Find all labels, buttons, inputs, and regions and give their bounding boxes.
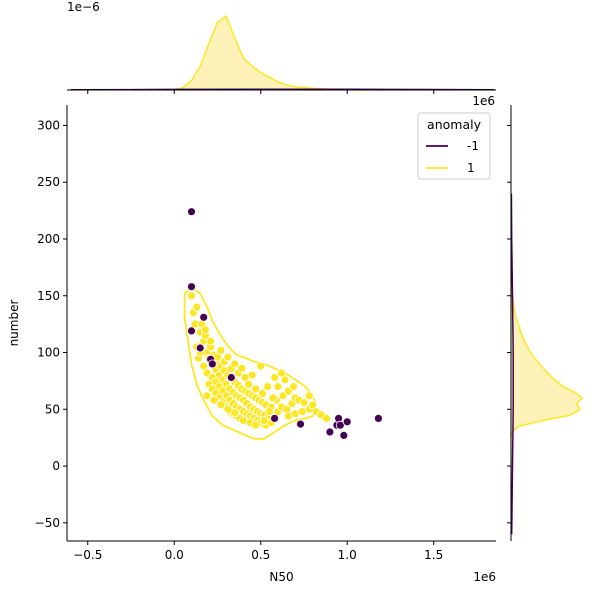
legend-entries: -1 1 xyxy=(426,139,479,175)
top-marginal-ticks xyxy=(87,90,435,94)
scatter-point-normal xyxy=(251,420,261,430)
scatter-point-anomaly xyxy=(187,207,196,217)
scatter-point-normal xyxy=(258,388,267,398)
legend-label: -1 xyxy=(467,139,479,153)
top-marginal-kde xyxy=(70,14,495,91)
y-tick-label: 50 xyxy=(45,402,60,416)
top-kde-line-normal xyxy=(174,14,365,91)
x-tick-label: 1.0 xyxy=(338,548,357,562)
scatter-point-anomaly xyxy=(187,282,196,292)
scatter-point-anomaly xyxy=(195,343,205,353)
scatter-point-normal xyxy=(251,384,261,394)
scatter-point-anomaly xyxy=(339,430,349,440)
top-kde-fill-normal xyxy=(174,16,365,90)
right-marginal-panel: 1e6 xyxy=(472,94,584,541)
x-axis-offset-text: 1e6 xyxy=(473,570,496,584)
scatter-point-normal xyxy=(192,302,202,312)
scatter-point-normal xyxy=(230,359,240,369)
legend: anomaly -1 1 xyxy=(417,112,491,180)
scatter-point-normal xyxy=(304,391,314,401)
scatter-point-normal xyxy=(244,379,254,389)
right-marginal-kde xyxy=(510,193,584,535)
scatter-point-normal xyxy=(322,413,331,423)
legend-title: anomaly xyxy=(427,117,482,132)
scatter-point-normal xyxy=(289,382,299,392)
scatter-point-normal xyxy=(308,400,318,410)
scatter-point-normal xyxy=(206,336,216,346)
legend-label: 1 xyxy=(467,161,475,175)
scatter-point-anomaly xyxy=(325,427,335,437)
scatter-point-anomaly xyxy=(226,373,236,382)
x-tick-label: 1.5 xyxy=(424,548,443,562)
scatter-point-normal xyxy=(237,363,247,373)
scatter-point-normal xyxy=(264,407,274,417)
scatter-point-normal xyxy=(268,393,278,403)
scatter-point-anomaly xyxy=(296,419,305,429)
scatter-point-normal xyxy=(273,382,283,392)
scatter-point-anomaly xyxy=(187,326,196,336)
y-tick-label: 250 xyxy=(37,175,60,189)
x-tick-label: −0.5 xyxy=(73,548,102,562)
main-scatter-points xyxy=(187,207,383,440)
scatter-point-normal xyxy=(280,375,290,385)
x-axis-label: N50 xyxy=(269,570,293,584)
scatter-point-normal xyxy=(199,361,209,371)
scatter-point-anomaly xyxy=(335,420,345,430)
top-marginal-panel: 1e−6 xyxy=(67,0,496,94)
scatter-point-normal xyxy=(263,382,273,392)
scatter-point-normal xyxy=(256,361,266,371)
top-marginal-offset-text: 1e−6 xyxy=(67,0,100,14)
y-tick-label: −50 xyxy=(35,516,60,530)
scatter-point-anomaly xyxy=(342,417,352,427)
right-kde-line-anomaly xyxy=(510,193,514,535)
x-axis-ticks: −0.5 0.0 0.5 1.0 1.5 xyxy=(73,541,443,562)
scatter-point-normal xyxy=(223,352,233,362)
x-tick-label: 0.5 xyxy=(251,548,270,562)
y-axis-ticks: −50 0 50 100 150 200 250 300 xyxy=(35,118,67,530)
right-kde-fill-normal xyxy=(511,284,582,438)
scatter-point-normal xyxy=(259,416,269,426)
legend-box xyxy=(417,112,491,180)
y-tick-label: 300 xyxy=(37,118,60,132)
scatter-point-anomaly xyxy=(207,359,217,369)
scatter-point-normal xyxy=(277,368,286,378)
y-tick-label: 100 xyxy=(37,346,60,360)
scatter-point-normal xyxy=(230,408,240,418)
y-axis-label: number xyxy=(7,300,21,347)
scatter-point-normal xyxy=(299,398,309,407)
right-kde-line-normal xyxy=(510,284,584,438)
scatter-point-anomaly xyxy=(373,413,383,423)
scatter-point-normal xyxy=(209,395,219,405)
scatter-point-normal xyxy=(223,404,233,414)
y-tick-label: 0 xyxy=(52,459,60,473)
scatter-point-normal xyxy=(216,400,226,410)
scatter-point-anomaly xyxy=(199,312,209,322)
y-tick-label: 150 xyxy=(37,289,60,303)
y-tick-label: 200 xyxy=(37,232,60,246)
scatter-point-normal xyxy=(200,325,210,335)
x-tick-label: 0.0 xyxy=(165,548,184,562)
scatter-point-normal xyxy=(216,345,226,355)
right-marginal-ticks xyxy=(507,124,511,524)
scatter-point-anomaly xyxy=(270,413,280,423)
scatter-point-normal xyxy=(240,373,250,382)
right-marginal-offset-text: 1e6 xyxy=(472,94,495,108)
scatter-point-normal xyxy=(187,291,196,301)
main-scatter-panel: −0.5 0.0 0.5 1.0 1.5 −50 0 50 100 150 200 250 300 N… xyxy=(7,105,496,584)
scatter-point-normal xyxy=(202,391,212,401)
scatter-point-normal xyxy=(270,373,280,382)
